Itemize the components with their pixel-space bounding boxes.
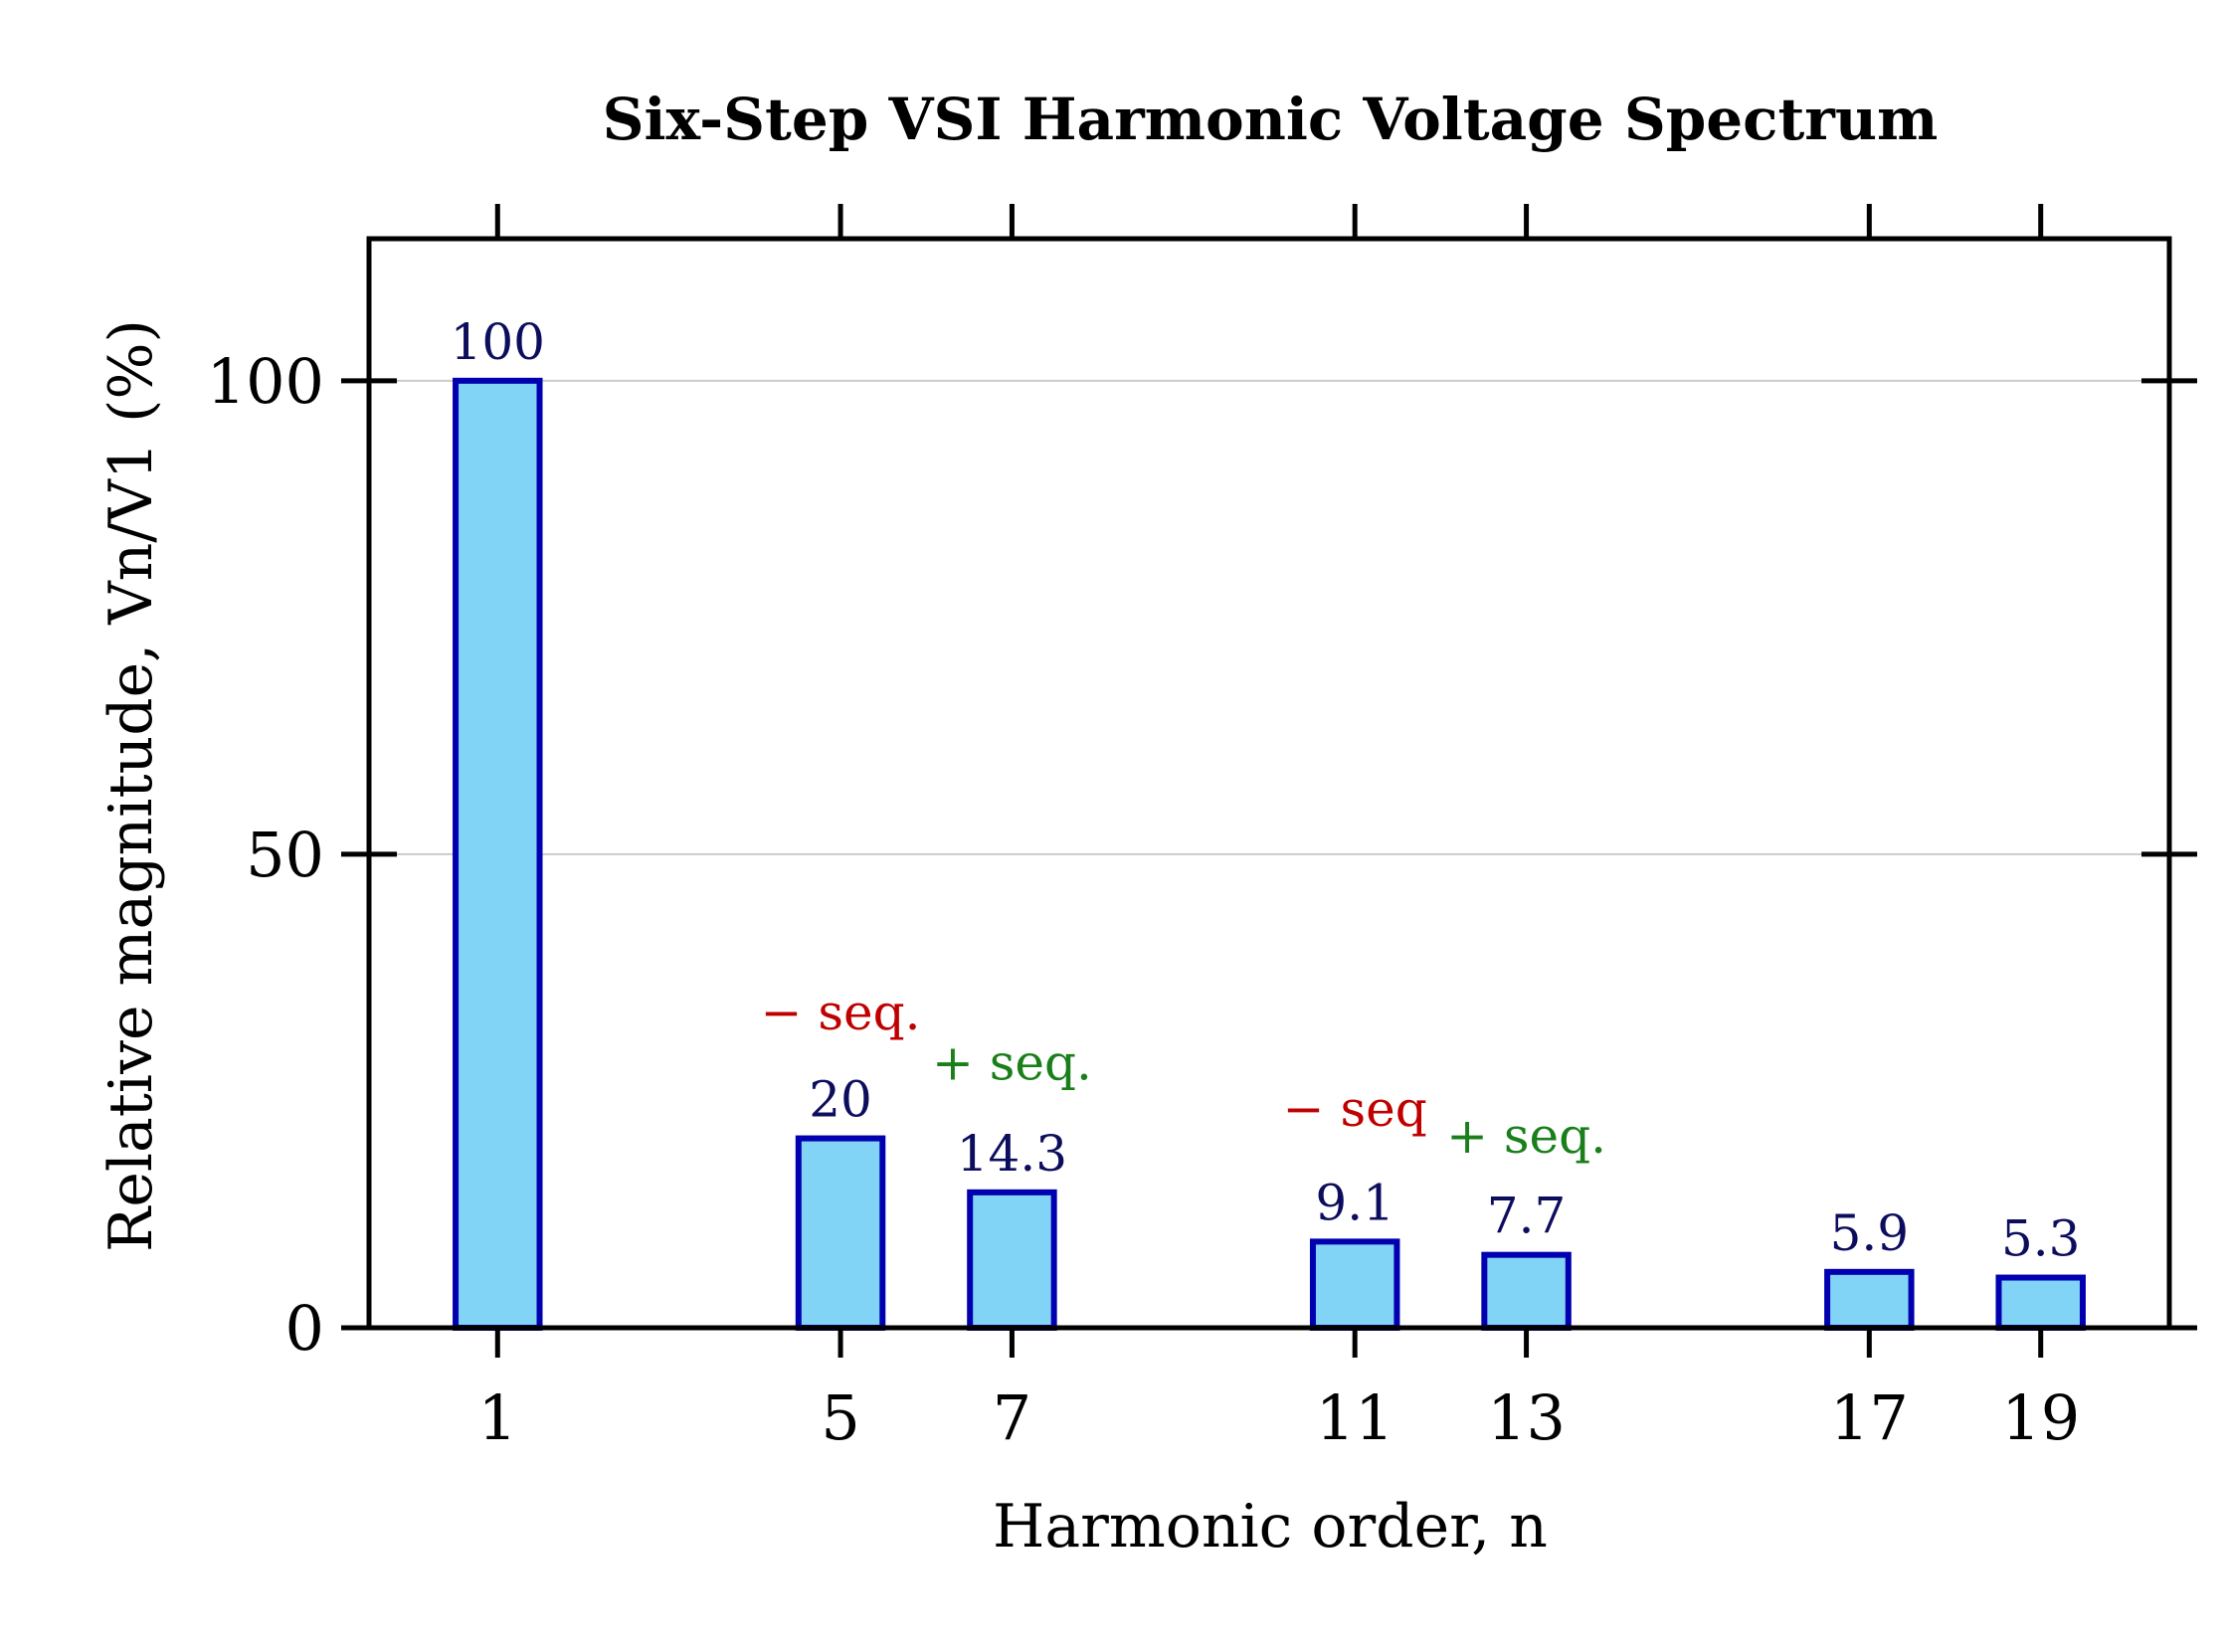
gridlines [369,379,2169,855]
ticks: 0 50 100 1 5 7 11 13 17 19 [207,204,2197,1454]
y-tick-label-0: 0 [285,1292,324,1365]
sequence-annotation-3: + seq. [1446,1107,1606,1165]
x-tick-label-13: 13 [1487,1381,1566,1454]
bar-label-n19: 5.3 [2001,1210,2081,1268]
bar-label-n13: 7.7 [1487,1188,1567,1245]
bars [453,377,2086,1332]
x-tick-label-17: 17 [1830,1381,1909,1454]
x-axis-label-text: Harmonic order, n [993,1492,1548,1561]
bar-n5 [795,1135,886,1331]
x-axis-label: Harmonic order, n [993,1492,1548,1561]
y-tick-label-100: 100 [207,345,324,418]
annotations: − seq.+ seq.− seq + seq. [761,984,1606,1165]
bar-n1 [453,377,543,1331]
axes-frame [366,236,2172,1331]
bar-n17 [1824,1268,1915,1332]
x-tick-label-19: 19 [2001,1381,2080,1454]
y-axis-label: Relative magnitude, Vn/V1 (%) [96,319,166,1252]
bar-n13 [1481,1251,1572,1332]
y-axis-label-text: Relative magnitude, Vn/V1 (%) [96,319,166,1252]
chart-title: Six-Step VSI Harmonic Voltage Spectrum [603,86,1939,153]
x-tick-label-5: 5 [821,1381,859,1454]
bar-n19 [1995,1274,2086,1332]
y-tick-label-50: 50 [246,819,324,891]
sequence-annotation-2: − seq [1283,1080,1427,1138]
x-tick-label-11: 11 [1316,1381,1394,1454]
bar-n7 [967,1189,1057,1331]
bar-label-n5: 20 [809,1071,872,1129]
sequence-annotation-0: − seq. [761,984,921,1041]
bar-n11 [1309,1238,1400,1331]
bar-label-n11: 9.1 [1315,1174,1394,1231]
x-tick-label-7: 7 [993,1381,1031,1454]
bar-label-n1: 100 [451,313,545,371]
bar-label-n7: 14.3 [957,1125,1067,1183]
data-labels: 100 20 14.3 9.1 7.7 5.9 5.3 [451,313,2081,1268]
bar-label-n17: 5.9 [1830,1204,1910,1262]
x-tick-label-1: 1 [478,1381,517,1454]
sequence-annotation-1: + seq. [932,1034,1092,1092]
